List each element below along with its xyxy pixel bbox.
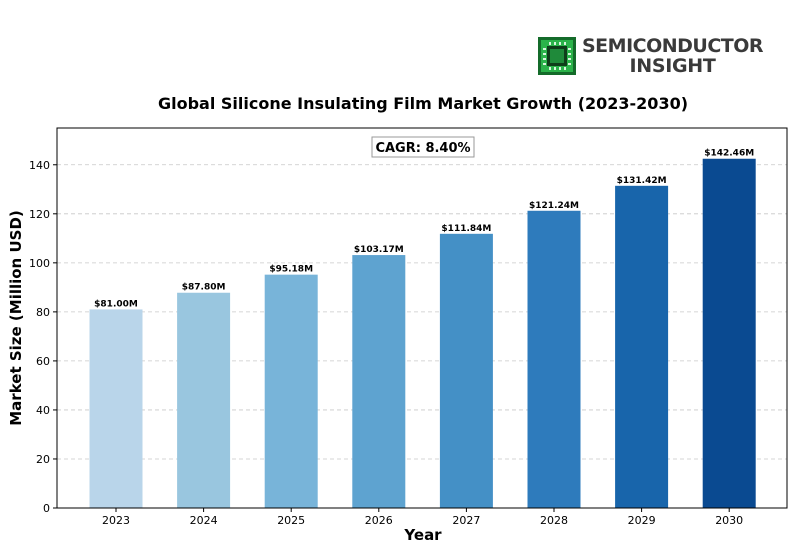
y-axis-ticks: 0 20 40 60 80 100 120 140	[29, 159, 57, 515]
logo: SEMICONDUCTOR INSIGHT	[538, 35, 764, 77]
x-tick-label-2025: 2025	[277, 514, 305, 527]
value-labels: $81.00M $87.80M $95.18M $103.17M $111.84M $12…	[94, 149, 754, 310]
y-tick-label: 100	[29, 257, 50, 270]
x-tick-label-2024: 2024	[190, 514, 218, 527]
value-label-2029: $131.42M	[617, 176, 667, 186]
value-label-2025: $95.18M	[269, 265, 313, 275]
value-label-2023: $81.00M	[94, 299, 138, 309]
value-label-2030: $142.46M	[704, 149, 754, 159]
bar-2030	[702, 158, 756, 508]
value-label-2028: $121.24M	[529, 201, 579, 211]
x-axis-title: Year	[403, 526, 442, 544]
chart-title: Global Silicone Insulating Film Market G…	[158, 94, 688, 113]
bar-2029	[615, 185, 669, 509]
bar-2028	[527, 210, 581, 508]
logo-line1: SEMICONDUCTOR	[582, 35, 764, 57]
plot-frame	[56, 127, 788, 509]
logo-text: SEMICONDUCTOR INSIGHT	[582, 35, 764, 77]
y-axis-title: Market Size (Million USD)	[7, 210, 25, 426]
x-tick-label-2028: 2028	[540, 514, 568, 527]
y-tick-label: 60	[36, 355, 50, 368]
y-tick-label: 0	[43, 502, 50, 515]
cagr-label: CAGR: 8.40%	[375, 141, 470, 156]
value-label-2027: $111.84M	[441, 224, 491, 234]
x-tick-label-2027: 2027	[452, 514, 480, 527]
y-tick-label: 140	[29, 159, 50, 172]
bar-2027	[439, 233, 493, 508]
cagr-annotation: CAGR: 8.40%	[371, 136, 475, 158]
chip-icon	[538, 37, 576, 75]
bars	[89, 158, 756, 509]
y-tick-label: 20	[36, 453, 50, 466]
bar-2023	[89, 309, 143, 508]
y-tick-label: 120	[29, 208, 50, 221]
value-label-2026: $103.17M	[354, 245, 404, 255]
bar-2026	[352, 255, 406, 508]
logo-line2: INSIGHT	[629, 55, 716, 77]
x-axis-ticks: 2023 2024 2025 2026 2027 2028 2029 2030	[102, 508, 743, 527]
y-tick-label: 40	[36, 404, 50, 417]
x-tick-label-2029: 2029	[628, 514, 656, 527]
value-label-2024: $87.80M	[182, 283, 226, 293]
y-tick-label: 80	[36, 306, 50, 319]
bar-2024	[177, 292, 231, 508]
x-tick-label-2030: 2030	[715, 514, 743, 527]
x-tick-label-2023: 2023	[102, 514, 130, 527]
x-tick-label-2026: 2026	[365, 514, 393, 527]
bar-2025	[264, 274, 318, 508]
cagr-box	[371, 136, 475, 158]
grid-lines	[57, 164, 787, 460]
